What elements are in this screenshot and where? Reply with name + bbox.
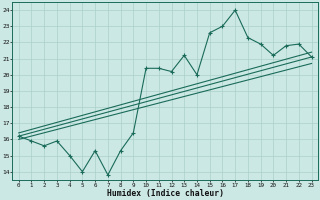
X-axis label: Humidex (Indice chaleur): Humidex (Indice chaleur)	[107, 189, 224, 198]
